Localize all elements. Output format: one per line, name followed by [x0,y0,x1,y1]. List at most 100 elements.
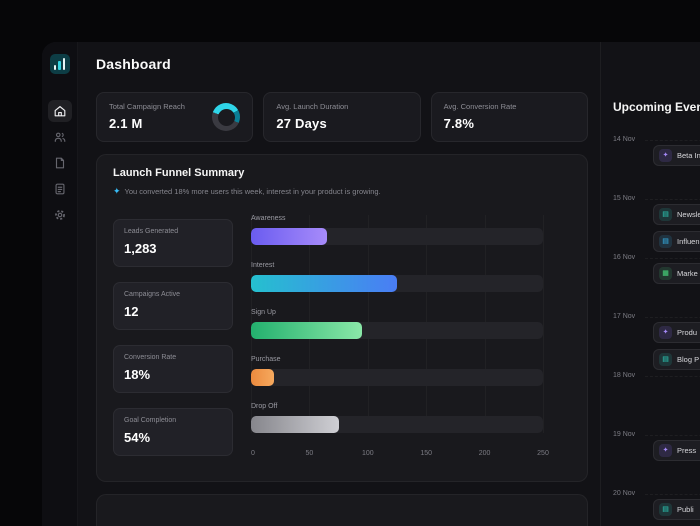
event-card[interactable]: ✦ Beta Inv [653,145,700,166]
sidebar [42,42,78,526]
sidebar-item-home[interactable] [47,100,72,122]
users-icon [53,130,67,144]
axis-tick: 200 [478,450,491,457]
event-label: Blog P [677,355,700,364]
timeline-row: 18 Nov [601,372,700,431]
timeline-row: 14 Nov ✦ Beta Inv [601,136,700,195]
axis-tick: 150 [420,450,433,457]
stat-card-label: Total Campaign Reach [109,102,185,111]
stat-card-label: Avg. Conversion Rate [443,102,517,111]
timeline-date: 17 Nov [613,313,636,320]
timeline-date: 16 Nov [613,254,636,261]
file-icon [53,156,67,170]
event-card[interactable]: ▤ Newslet [653,204,700,225]
timeline-rule [645,258,700,259]
bar-row: Sign Up [251,309,543,339]
app-logo [49,54,70,74]
gridline [543,215,544,433]
mini-stat-leads: Leads Generated 1,283 [113,219,233,267]
bar-track [251,322,543,339]
sidebar-item-reports[interactable] [48,178,72,200]
bar-label: Sign Up [251,309,276,316]
timeline-row: 15 Nov ▤ Newslet ▤ Influen [601,195,700,254]
event-label: Produ [677,328,698,337]
event-card[interactable]: ▤ Blog P [653,349,700,370]
timeline-row: 19 Nov ✦ Press [601,431,700,490]
mini-stat-value: 1,283 [124,241,157,256]
app-window: Dashboard Total Campaign Reach 2.1 M Avg… [42,42,700,526]
bar-track [251,416,543,433]
axis-tick: 250 [537,450,549,457]
stat-card-conversion: Avg. Conversion Rate 7.8% [430,92,588,142]
timeline-rule [645,199,700,200]
timeline-rule [645,376,700,377]
timeline-date: 18 Nov [613,372,636,379]
sidebar-item-settings[interactable] [48,204,72,226]
sidebar-item-audience[interactable] [48,126,72,148]
stat-card-row: Total Campaign Reach 2.1 M Avg. Launch D… [96,92,588,142]
bar-fill [251,369,275,386]
event-label: Beta Inv [677,151,700,160]
event-label: Influen [677,237,700,246]
reach-donut [212,103,241,131]
mini-stat-value: 12 [124,304,139,319]
bar-row: Drop Off [251,403,543,433]
event-card[interactable]: ▦ Marke [653,263,700,284]
page-title: Dashboard [96,56,171,72]
stat-card-reach: Total Campaign Reach 2.1 M [96,92,254,142]
axis-tick: 50 [305,450,314,457]
event-card[interactable]: ▤ Influen [653,231,700,252]
bar-row: Purchase [251,356,543,386]
timeline-row: 17 Nov ✦ Produ ▤ Blog P [601,313,700,372]
timeline-date: 19 Nov [613,431,636,438]
event-icon: ▤ [659,503,672,516]
funnel-bar-chart: Awareness Interest Sign Up Purchase [251,215,549,460]
stat-card-label: Avg. Launch Duration [276,102,349,111]
funnel-subtitle-row: ✦ You converted 18% more users this week… [113,187,381,197]
stat-card-value: 7.8% [443,116,475,131]
event-icon: ✦ [659,326,672,339]
timeline-rule [645,140,700,141]
event-card[interactable]: ▤ Publi [653,499,700,520]
event-card[interactable]: ✦ Press [653,440,700,461]
funnel-title: Launch Funnel Summary [113,167,245,179]
mini-stat-label: Conversion Rate [124,354,177,361]
timeline-rule [645,435,700,436]
axis-tick: 100 [361,450,374,457]
sidebar-item-files[interactable] [48,152,72,174]
bar-track [251,369,543,386]
x-axis: 0 50 100 150 200 250 [251,450,549,460]
stat-card-value: 27 Days [276,116,327,131]
event-label: Marke [677,269,698,278]
bar-fill [251,322,362,339]
bar-track [251,228,543,245]
event-icon: ✦ [659,444,672,457]
stat-card-value: 2.1 M [109,116,143,131]
events-timeline: 14 Nov ✦ Beta Inv 15 Nov ▤ Newslet [601,136,700,526]
upcoming-events-title: Upcoming Events [613,100,700,114]
event-icon: ▤ [659,353,672,366]
mini-stat-campaigns: Campaigns Active 12 [113,282,233,330]
funnel-stats-column: Leads Generated 1,283 Campaigns Active 1… [113,219,233,471]
event-label: Publi [677,505,694,514]
axis-tick: 0 [251,450,255,457]
bar-track [251,275,543,292]
mini-stat-goal: Goal Completion 54% [113,408,233,456]
event-label: Newslet [677,210,700,219]
bar-label: Awareness [251,215,286,222]
mini-stat-label: Goal Completion [124,417,177,424]
mini-stat-value: 18% [124,367,151,382]
event-label: Press [677,446,697,455]
bar-fill [251,416,339,433]
timeline-row: 16 Nov ▦ Marke [601,254,700,313]
event-icon: ▤ [659,208,672,221]
secondary-card [96,494,588,526]
mini-stat-label: Campaigns Active [124,291,181,298]
event-icon: ▦ [659,267,672,280]
timeline-date: 15 Nov [613,195,636,202]
mini-stat-label: Leads Generated [124,228,179,235]
bar-fill [251,275,397,292]
event-icon: ✦ [659,149,672,162]
event-card[interactable]: ✦ Produ [653,322,700,343]
bar-label: Drop Off [251,403,278,410]
